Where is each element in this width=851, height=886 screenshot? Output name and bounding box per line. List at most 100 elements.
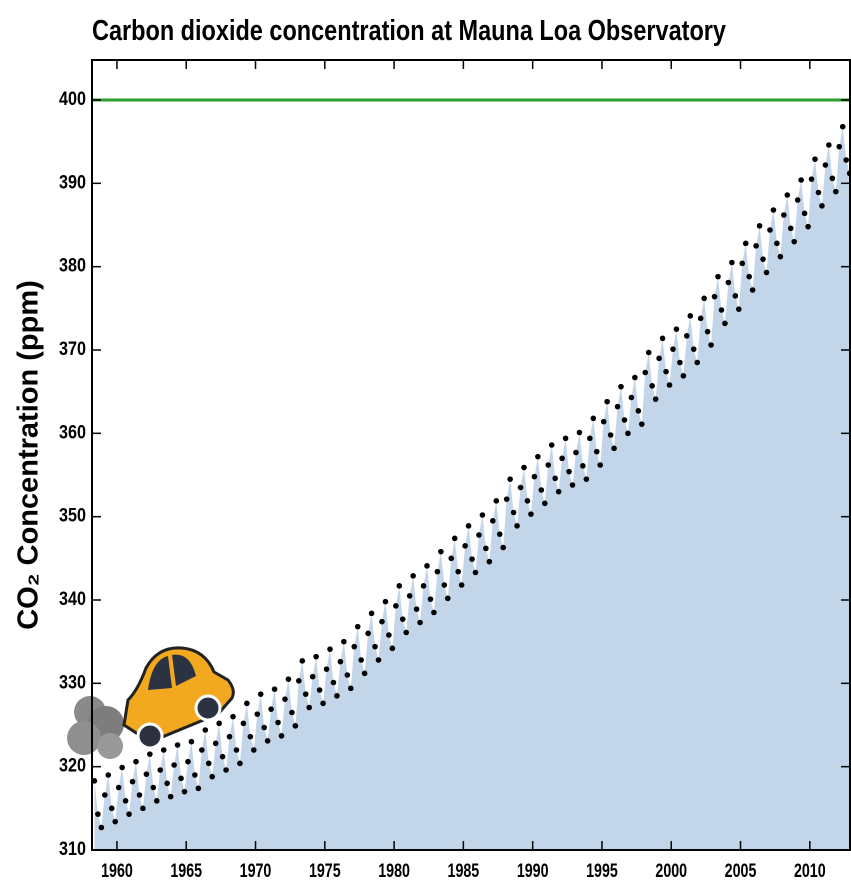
data-point xyxy=(102,792,108,798)
data-point xyxy=(254,711,261,717)
data-point xyxy=(704,328,711,335)
data-point xyxy=(337,658,344,665)
data-point xyxy=(115,784,122,791)
data-point xyxy=(462,543,468,549)
x-tick-label: 1970 xyxy=(240,860,272,881)
data-point xyxy=(694,359,701,366)
data-point xyxy=(136,792,143,798)
data-point xyxy=(829,175,836,182)
data-point xyxy=(247,733,254,740)
y-tick-label: 380 xyxy=(59,254,86,276)
x-tick-label: 2000 xyxy=(655,860,687,881)
data-point xyxy=(157,767,164,773)
car-window xyxy=(148,656,172,690)
data-point xyxy=(600,418,607,425)
data-point xyxy=(458,582,465,588)
data-point xyxy=(358,657,364,663)
data-point xyxy=(167,793,174,800)
data-point xyxy=(569,482,576,488)
data-point xyxy=(240,720,247,727)
data-point xyxy=(292,723,299,729)
data-point xyxy=(791,238,798,245)
x-tick-label: 1960 xyxy=(101,860,133,881)
data-point xyxy=(760,256,766,262)
car-window xyxy=(172,654,196,686)
data-point xyxy=(299,658,306,664)
data-point xyxy=(278,733,285,739)
data-point xyxy=(181,788,188,795)
y-tick-label: 370 xyxy=(59,338,86,360)
data-point xyxy=(618,383,624,390)
data-point xyxy=(192,772,198,778)
data-point xyxy=(223,767,229,773)
data-point xyxy=(732,293,739,299)
data-point xyxy=(625,430,631,437)
data-point xyxy=(143,771,150,777)
data-point xyxy=(552,475,558,482)
data-point xyxy=(607,432,614,438)
data-point xyxy=(642,369,649,376)
data-point xyxy=(500,544,507,551)
data-point xyxy=(583,476,590,482)
data-point xyxy=(451,535,458,542)
data-point xyxy=(129,778,136,785)
data-point xyxy=(205,760,212,767)
data-point xyxy=(150,784,157,791)
y-tick-label: 350 xyxy=(59,504,86,526)
data-point xyxy=(424,563,430,569)
data-point xyxy=(296,678,302,684)
data-point xyxy=(171,762,177,768)
data-point xyxy=(774,240,780,247)
data-point xyxy=(323,666,330,672)
data-point xyxy=(632,374,638,381)
data-point xyxy=(427,596,434,602)
data-point xyxy=(271,686,278,692)
data-point xyxy=(334,693,340,699)
data-point xyxy=(677,359,683,366)
data-point xyxy=(659,335,666,342)
data-point xyxy=(562,435,569,442)
data-point xyxy=(479,512,486,518)
data-point xyxy=(216,720,222,727)
car-wheel xyxy=(136,722,164,750)
data-point xyxy=(219,753,226,760)
data-point xyxy=(119,764,125,771)
data-point xyxy=(805,223,811,230)
data-point xyxy=(209,773,216,780)
y-tick-label: 390 xyxy=(59,171,86,193)
data-point xyxy=(226,733,233,740)
data-point xyxy=(514,523,520,529)
data-point xyxy=(441,582,448,588)
data-point xyxy=(538,487,545,493)
data-point xyxy=(330,679,337,686)
data-point xyxy=(98,824,105,831)
data-point xyxy=(354,623,361,630)
data-point xyxy=(770,207,777,213)
data-point xyxy=(320,700,326,707)
data-point xyxy=(729,259,735,266)
data-point xyxy=(801,210,808,217)
data-point xyxy=(590,415,597,422)
x-tick-label: 2005 xyxy=(725,860,757,881)
data-point xyxy=(663,368,669,375)
data-point xyxy=(455,568,461,575)
data-point xyxy=(559,455,565,462)
data-point xyxy=(185,758,191,765)
data-point xyxy=(285,676,292,682)
y-tick-label: 330 xyxy=(59,671,86,693)
data-point xyxy=(417,619,423,626)
x-tick-label: 2010 xyxy=(794,860,826,881)
data-point xyxy=(555,488,562,495)
data-point xyxy=(347,685,354,692)
data-point xyxy=(763,269,770,276)
x-tick-label: 1965 xyxy=(170,860,202,881)
data-point xyxy=(621,417,628,423)
data-point xyxy=(212,740,219,747)
y-axis-label: CO₂ Concentration (ppm) xyxy=(13,280,45,630)
data-point xyxy=(379,618,385,625)
data-point xyxy=(545,462,552,468)
data-point xyxy=(718,307,725,313)
data-point xyxy=(368,610,375,617)
data-point xyxy=(199,747,205,753)
data-point xyxy=(815,189,822,196)
